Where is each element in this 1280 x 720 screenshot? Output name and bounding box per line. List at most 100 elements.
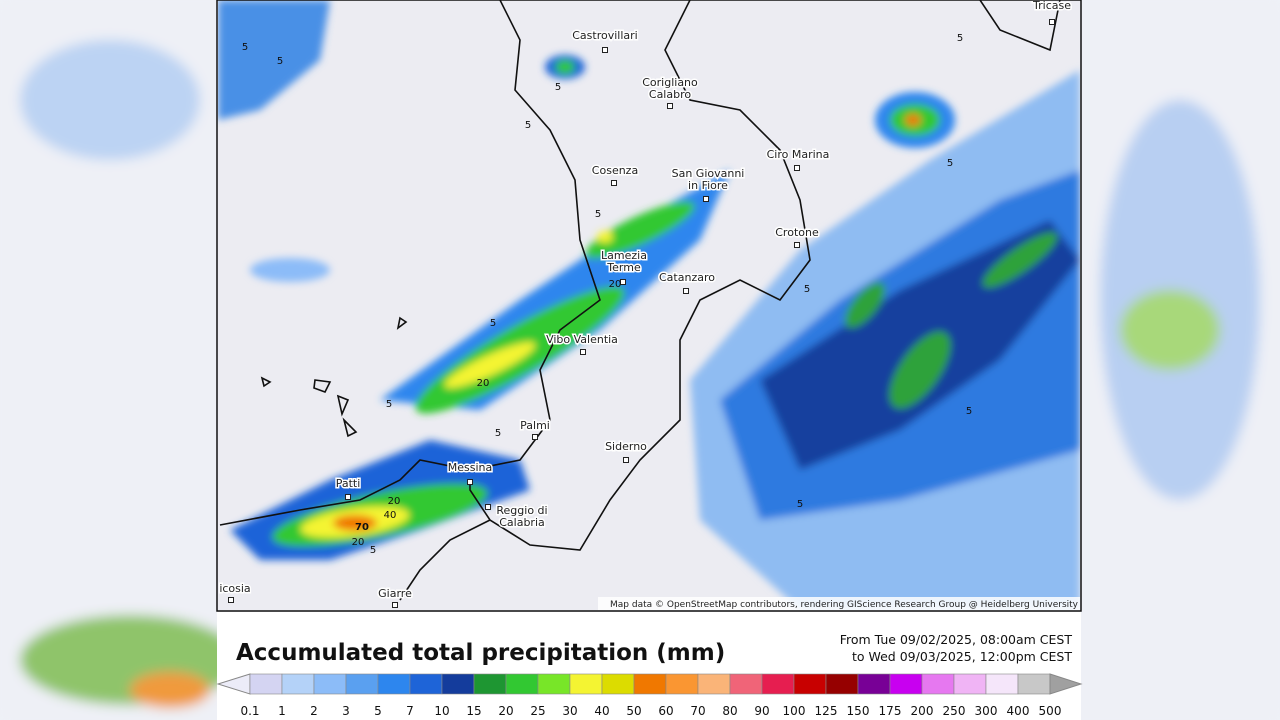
place-label: Messina <box>448 461 493 474</box>
colorbar-segment <box>345 673 379 695</box>
contour-label: 5 <box>490 318 496 329</box>
place-label: Catanzaro <box>659 271 715 284</box>
place-label: Castrovillari <box>572 29 637 42</box>
place-marker <box>620 279 626 285</box>
contour-label: 5 <box>797 499 803 510</box>
place-label: Crotone <box>775 226 819 239</box>
contour-label: 70 <box>355 522 369 533</box>
place-label: in Fiore <box>688 179 728 192</box>
colorbar-tick-label: 60 <box>658 704 673 718</box>
place-marker <box>345 494 351 500</box>
place-marker <box>580 349 586 355</box>
place-label: Ciro Marina <box>767 148 830 161</box>
colorbar-segment <box>377 673 411 695</box>
place-label: Reggio di <box>496 504 547 517</box>
legend-title: Accumulated total precipitation (mm) <box>236 640 725 666</box>
colorbar-tick-label: 400 <box>1007 704 1030 718</box>
place-label: Giarre <box>378 587 412 600</box>
contour-label: 5 <box>495 428 501 439</box>
contour-label: 5 <box>277 56 283 67</box>
place-label: Cosenza <box>592 164 638 177</box>
attribution: Map data © OpenStreetMap contributors, r… <box>610 600 1079 610</box>
colorbar-tick-label: 10 <box>434 704 449 718</box>
colorbar-segment <box>249 673 283 695</box>
period-to: to Wed 09/03/2025, 12:00pm CEST <box>852 649 1072 664</box>
colorbar-tick-label: 40 <box>594 704 609 718</box>
colorbar-segment <box>985 673 1019 695</box>
contour-label: 5 <box>947 158 953 169</box>
place-label: Patti <box>336 477 361 490</box>
place-marker <box>602 47 608 53</box>
colorbar-segment <box>729 673 763 695</box>
legend-panel <box>217 612 1081 720</box>
contour-label: 5 <box>242 42 248 53</box>
contour-label: 40 <box>384 510 397 521</box>
contour-label: 20 <box>477 378 490 389</box>
place-label: Tricase <box>1032 0 1071 12</box>
colorbar-segment <box>665 673 699 695</box>
colorbar: 0.1 1 2 3 5 7 10 15 20 25 30 40 50 60 70 80 90 100 125 150 1… <box>216 673 1083 718</box>
contour-labels: 5 5 5 5 5 5 5 5 5 5 5 5 5 5 20 20 20 20 40 70 <box>242 33 972 556</box>
contour-label: 5 <box>957 33 963 44</box>
contour-label: 5 <box>386 399 392 410</box>
place-marker <box>611 180 617 186</box>
place-marker <box>467 479 473 485</box>
colorbar-segment <box>537 673 571 695</box>
colorbar-tick-label: 150 <box>847 704 870 718</box>
colorbar-tick-label: 70 <box>690 704 705 718</box>
colorbar-tick-label: 175 <box>879 704 902 718</box>
place-marker <box>392 602 398 608</box>
colorbar-segment <box>633 673 667 695</box>
period-from: From Tue 09/02/2025, 08:00am CEST <box>840 632 1073 647</box>
contour-label: 5 <box>804 284 810 295</box>
colorbar-segment <box>505 673 539 695</box>
place-label: icosia <box>219 582 250 595</box>
colorbar-tick-label: 50 <box>626 704 641 718</box>
colorbar-segment <box>889 673 923 695</box>
place-marker <box>794 165 800 171</box>
colorbar-segment <box>601 673 635 695</box>
colorbar-tick-label: 30 <box>562 704 577 718</box>
colorbar-tick-label: 20 <box>498 704 513 718</box>
place-label: San Giovanni <box>672 167 745 180</box>
colorbar-tick-label: 100 <box>783 704 806 718</box>
colorbar-tick-label: 7 <box>406 704 414 718</box>
colorbar-segment <box>921 673 955 695</box>
place-label: Terme <box>606 261 641 274</box>
contour-label: 5 <box>595 209 601 220</box>
place-marker <box>1049 19 1055 25</box>
place-label: Corigliano <box>642 76 698 89</box>
place-marker <box>703 196 709 202</box>
contour-label: 5 <box>525 120 531 131</box>
colorbar-tick-label: 15 <box>466 704 481 718</box>
colorbar-tick-label: 300 <box>975 704 998 718</box>
place-label: Palmi <box>520 419 550 432</box>
contour-label: 5 <box>370 545 376 556</box>
contour-label: 20 <box>388 496 401 507</box>
colorbar-tick-label: 250 <box>943 704 966 718</box>
colorbar-segment <box>441 673 475 695</box>
colorbar-tick-label: 0.1 <box>240 704 259 718</box>
colorbar-segment <box>569 673 603 695</box>
place-marker <box>683 288 689 294</box>
place-marker <box>623 457 629 463</box>
colorbar-tick-label: 125 <box>815 704 838 718</box>
colorbar-segment <box>409 673 443 695</box>
colorbar-segment <box>825 673 859 695</box>
place-label: Siderno <box>605 440 647 453</box>
colorbar-tick-label: 80 <box>722 704 737 718</box>
colorbar-segment <box>1017 673 1051 695</box>
place-label: Lamezia <box>601 249 647 262</box>
colorbar-tick-label: 5 <box>374 704 382 718</box>
colorbar-tick-label: 1 <box>278 704 286 718</box>
colorbar-segment <box>761 673 795 695</box>
colorbar-tick-label: 3 <box>342 704 350 718</box>
place-marker <box>532 434 538 440</box>
contour-label: 20 <box>609 279 622 290</box>
colorbar-tick-label: 500 <box>1039 704 1062 718</box>
colorbar-tick-label: 90 <box>754 704 769 718</box>
